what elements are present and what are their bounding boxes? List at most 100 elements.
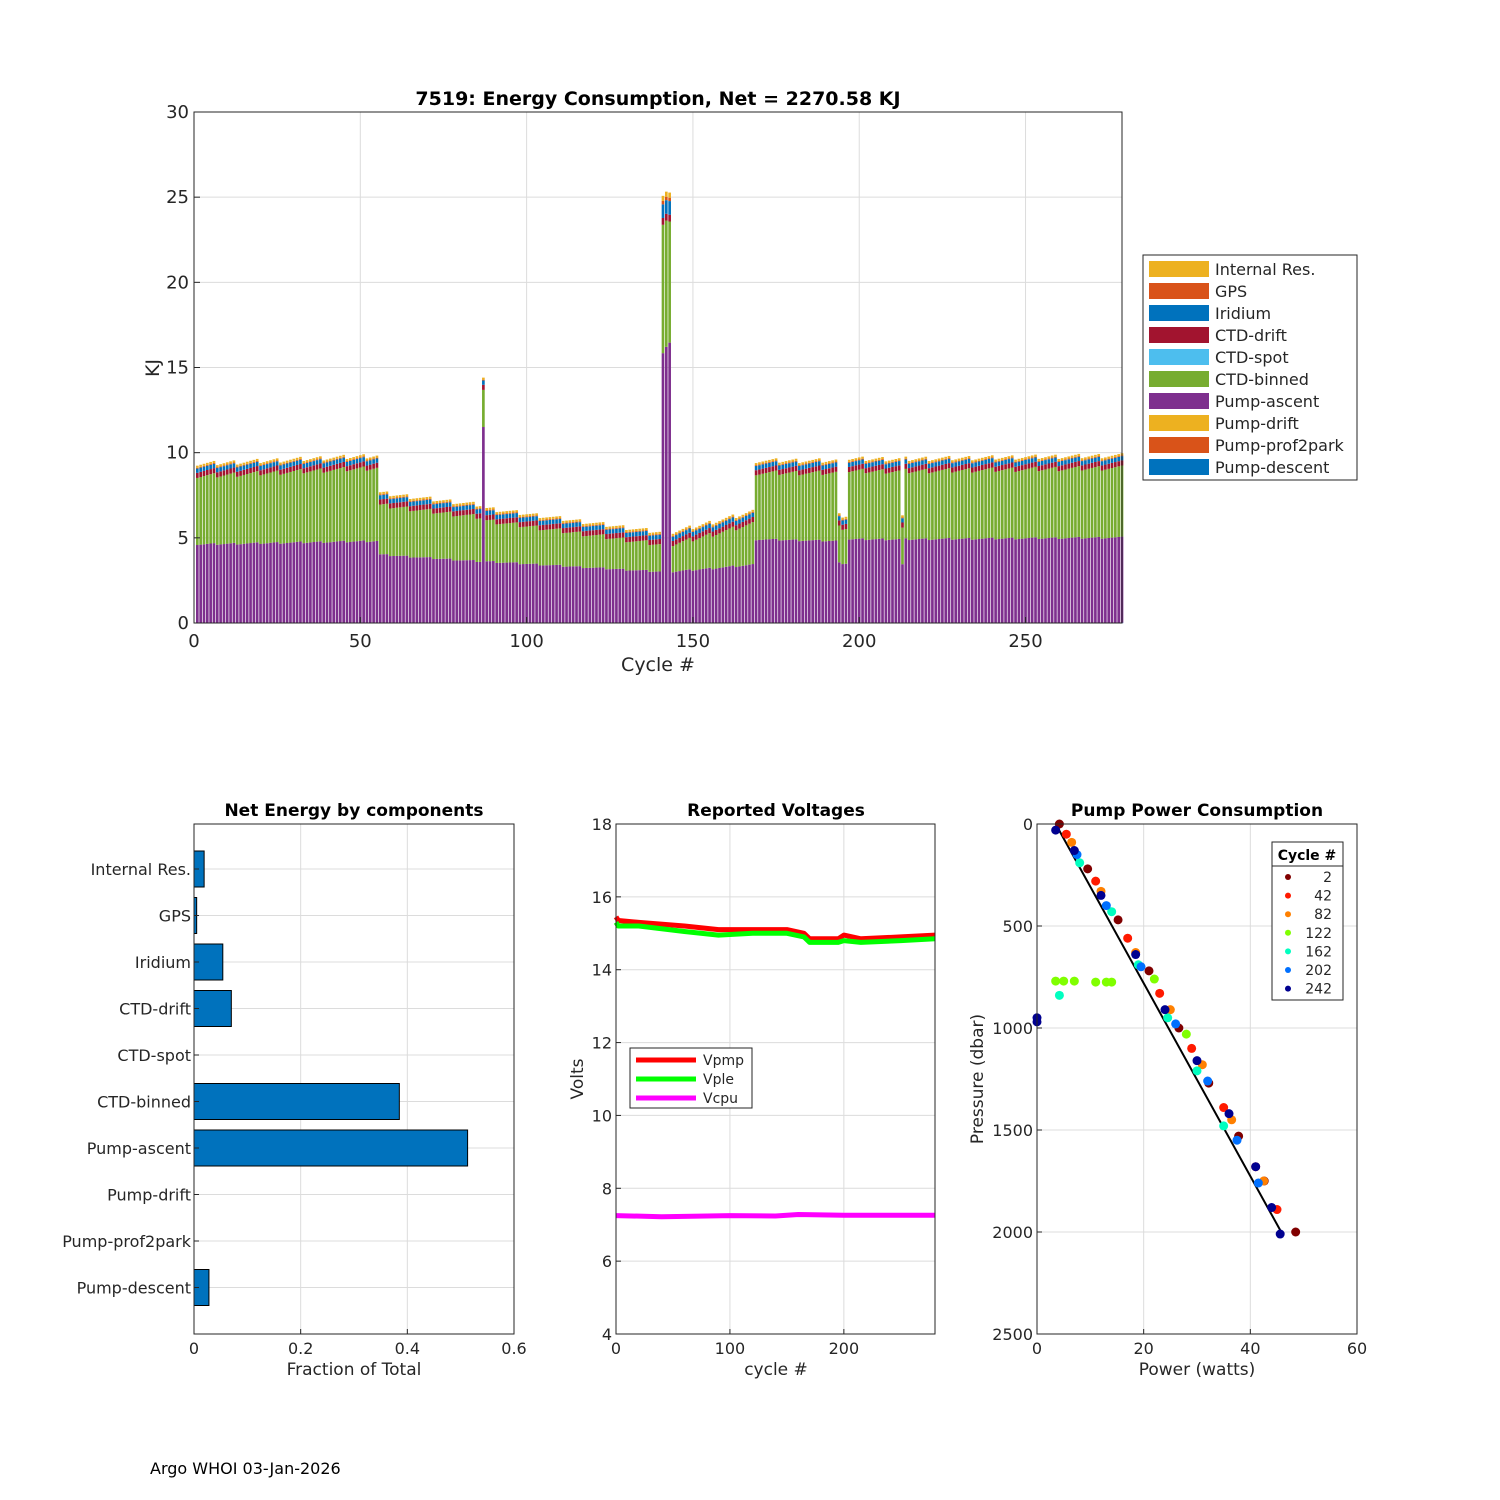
energy-bar-segment [718,533,721,568]
energy-bar-segment [588,530,592,536]
energy-bar-segment [794,458,798,461]
energy-bar-segment [621,525,625,528]
energy-bar-segment [405,501,409,507]
energy-bar-segment [229,464,232,469]
energy-legend-label: CTD-spot [1215,348,1289,367]
energy-bar-segment [638,570,642,623]
energy-bar-segment [345,458,349,462]
energy-bar-segment [917,465,921,471]
energy-bar-segment [924,538,928,623]
energy-bar-segment [551,565,555,623]
energy-bar-segment [1094,467,1097,538]
energy-bar-segment [285,472,289,543]
energy-bar-segment [305,542,309,623]
energy-bar-segment [428,498,432,500]
energy-bar-segment [964,456,968,459]
energy-bar-segment [1017,539,1021,623]
energy-bar-segment [794,465,798,471]
energy-bar-segment [205,464,209,466]
energy-bar-segment [591,535,595,568]
energy-bar-segment [881,459,884,460]
energy-bar-segment [844,516,848,519]
energy-bar-segment [478,561,482,623]
energy-bar-segment [847,459,851,462]
energy-bar-segment [515,512,518,514]
voltages-x-tick-label: 0 [611,1339,621,1358]
energy-bar-segment [967,463,971,469]
energy-bar-segment [249,543,252,623]
pump-y-tick-label: 1500 [992,1121,1033,1140]
energy-bar-segment [199,544,202,623]
energy-bar-segment [1030,457,1034,459]
energy-bar-segment [711,527,715,532]
energy-bar-segment [884,540,888,623]
energy-bar-segment [821,469,824,475]
energy-bar-segment [1037,461,1041,467]
energy-bar-segment [688,527,691,529]
pump-plot-frame [1036,823,1358,1335]
energy-bar-segment [625,530,628,533]
energy-bar-segment [774,538,778,623]
pump-point-cycle-202 [1232,1135,1242,1145]
energy-bar-segment [418,497,422,500]
energy-bar-segment [315,457,319,460]
energy-bar-segment [528,516,532,522]
energy-bar-segment [1104,457,1107,460]
energy-bar-segment [339,468,342,542]
energy-bar-segment [678,571,681,623]
energy-bar-segment [598,524,602,526]
energy-bar-segment [1010,537,1014,623]
energy-bar-segment [209,463,212,465]
energy-bar-segment [435,508,439,514]
energy-bar-segment [941,460,944,465]
pump-legend-marker [1285,967,1291,973]
energy-bar-segment [711,536,715,570]
voltages-y-label: Volts [568,1058,588,1099]
energy-bar-segment [502,513,505,515]
energy-bar-segment [658,544,661,572]
energy-bar-segment [392,495,395,498]
energy-bar-segment [931,539,934,623]
energy-bar-segment [970,472,974,540]
energy-bar-segment [285,462,289,464]
energy-bar-segment [239,544,242,623]
energy-bar-segment [808,463,811,468]
energy-bar-segment [804,461,808,464]
energy-bar-segment [202,466,206,471]
energy-bar-segment [891,461,894,463]
energy-bar-segment [215,467,219,469]
energy-bar-segment [415,501,419,506]
energy-bar-segment [591,525,595,526]
energy-bar-segment [418,499,422,501]
energy-bar-segment [215,477,219,545]
energy-bar-segment [638,531,642,536]
energy-bar-segment [1007,468,1011,538]
energy-bar-segment [588,567,592,623]
energy-bar-segment [645,528,648,531]
pump-legend-box [1271,841,1344,1001]
energy-bar-segment [1047,463,1051,469]
energy-bar-segment [432,513,435,560]
energy-bar-segment [708,528,711,534]
energy-legend-swatch [1149,261,1209,277]
pump-point-cycle-202 [1136,962,1146,972]
energy-bar-segment [728,519,731,524]
energy-bar-segment [1110,457,1114,459]
energy-legend-label: CTD-drift [1215,326,1287,345]
energy-bar-segment [548,529,552,566]
energy-bar-segment [215,472,219,478]
energy-bar-segment [867,467,871,473]
energy-bar-segment [638,530,642,532]
energy-bar-segment [595,529,598,536]
energy-bar-segment [645,530,648,531]
energy-bar-segment [598,525,602,530]
energy-bar-segment [242,464,246,466]
energy-bar-segment [302,463,306,469]
energy-bar-segment [997,470,1001,540]
energy-bar-segment [821,465,824,470]
energy-bar-segment [1070,467,1074,538]
energy-bar-segment [764,467,768,473]
energy-bar-segment [771,471,775,540]
energy-x-label: Cycle # [621,654,695,676]
energy-bar-segment [1060,458,1064,461]
